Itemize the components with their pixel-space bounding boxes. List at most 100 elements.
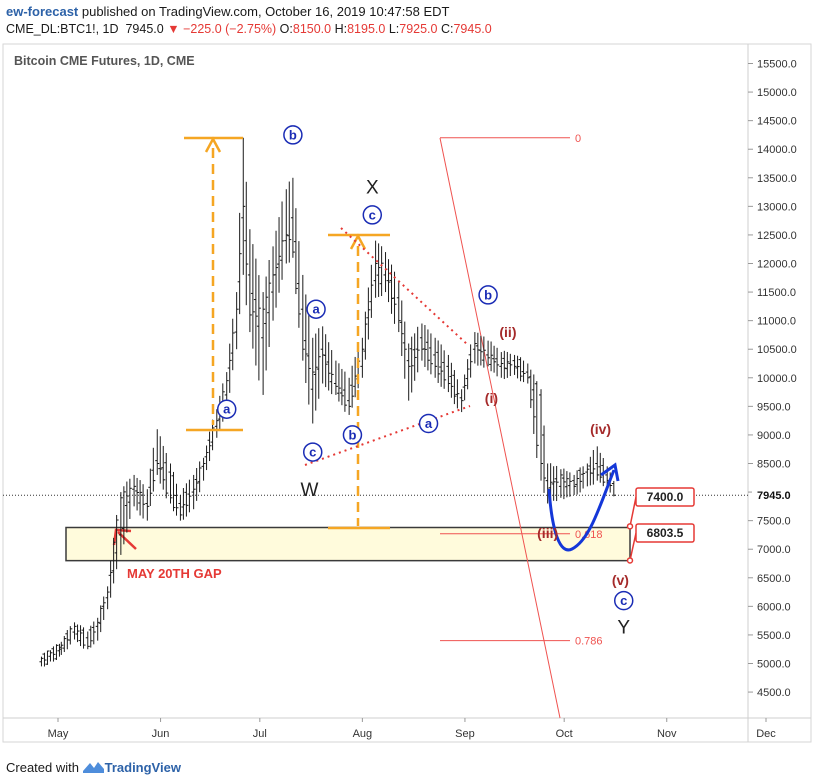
time-tick-label: Sep xyxy=(455,728,475,740)
ohlc-high-key: H: xyxy=(334,22,348,36)
ohlc-low-key: L: xyxy=(388,22,400,36)
ohlc-bar xyxy=(433,337,438,378)
key-level-badge[interactable] xyxy=(635,523,695,543)
ohlc-bar xyxy=(164,452,169,499)
ohlc-bar xyxy=(369,264,374,318)
ohlc-bar xyxy=(399,300,404,357)
ohlc-bar xyxy=(468,344,473,378)
ohlc-bar xyxy=(88,625,93,648)
ohlc-bar xyxy=(492,345,497,373)
ohlc-bar xyxy=(244,181,249,306)
ohlc-bar xyxy=(68,626,73,645)
time-axis[interactable]: May Jun Jul Aug Sep Oct Nov Dec xyxy=(48,718,777,740)
chart-title: Bitcoin CME Futures, 1D, CME xyxy=(14,54,195,68)
symbol-info: CME_DL:BTC1!, 1D 7945.0 ▼ −225.0 (−2.75%… xyxy=(6,22,492,36)
ohlc-bar xyxy=(303,294,308,384)
ohlc-bar xyxy=(373,240,378,298)
wave-circle xyxy=(478,285,498,305)
ohlc-bar xyxy=(499,352,504,378)
ohlc-bar xyxy=(528,369,533,409)
wave-label: (iii) xyxy=(537,525,558,541)
ohlc-bar xyxy=(465,359,470,390)
ohlc-bar xyxy=(78,625,83,647)
ohlc-bar xyxy=(168,463,173,504)
ohlc-bar xyxy=(578,467,583,493)
price-tick-label: 11500.0 xyxy=(757,287,796,299)
ohlc-bar xyxy=(39,656,44,667)
ohlc-bar xyxy=(551,466,556,501)
ohlc-bar xyxy=(575,470,580,495)
gap-arrow-head-icon xyxy=(112,528,132,546)
ohlc-bar xyxy=(145,489,150,521)
ohlc-bar xyxy=(62,635,67,653)
ohlc-bar xyxy=(329,350,334,395)
ohlc-bar xyxy=(261,292,266,395)
wave-label: b xyxy=(348,427,356,442)
ohlc-bar xyxy=(267,259,272,348)
ohlc-bar xyxy=(442,350,447,389)
last-price: 7945.0 xyxy=(125,22,164,36)
ohlc-bar xyxy=(591,450,596,485)
ohlc-bar xyxy=(472,332,477,364)
ohlc-bar xyxy=(300,274,305,361)
wave-circle xyxy=(283,125,303,145)
ohlc-bar xyxy=(101,596,106,620)
ohlc-bar xyxy=(425,329,430,371)
ohlc-bar xyxy=(95,617,100,641)
tradingview-brand[interactable]: TradingView xyxy=(104,760,181,775)
key-levels[interactable]: 7400.0 6803.5 xyxy=(626,487,695,564)
price-tick-label: 11000.0 xyxy=(757,316,796,328)
wave-label: c xyxy=(309,445,316,460)
wave-circle xyxy=(342,425,363,445)
fib-extension: 0 0.618 0.786 xyxy=(439,133,603,719)
price-axis[interactable]: 4500.0 5000.0 5500.0 6000.0 6500.0 7000.0 7500… xyxy=(748,59,797,700)
ohlc-bar xyxy=(132,474,137,507)
wave-label: c xyxy=(369,207,376,222)
ohlc-bar xyxy=(333,360,338,395)
ohlc-bar xyxy=(187,479,192,513)
price-tick-label: 5500.0 xyxy=(757,630,791,642)
ohlc-bar xyxy=(158,436,163,484)
price-tick-label: 6000.0 xyxy=(757,601,791,613)
ohlc-bar xyxy=(518,357,523,382)
publisher-name[interactable]: ew-forecast xyxy=(6,4,79,19)
ohlc-bar xyxy=(310,337,315,424)
down-arrow-icon: ▼ xyxy=(167,22,180,36)
ohlc-bar xyxy=(118,492,123,555)
ohlc-bar xyxy=(296,241,301,328)
ohlc-bar xyxy=(105,586,110,610)
price-tick-label: 14500.0 xyxy=(757,116,797,128)
wave-circle xyxy=(306,299,326,319)
tradingview-logo-icon[interactable] xyxy=(82,760,105,777)
ohlc-bar xyxy=(392,271,397,324)
ohlc-bar xyxy=(264,276,269,371)
created-with-text: Created with xyxy=(6,760,79,775)
ohlc-bar xyxy=(171,471,176,512)
ohlc-bar xyxy=(284,189,289,264)
ohlc-bar xyxy=(108,560,113,598)
ohlc-bar xyxy=(271,246,276,321)
time-tick-label: May xyxy=(48,728,69,740)
ohlc-low-value: 7925.0 xyxy=(399,22,438,36)
ohlc-bar xyxy=(353,356,358,398)
fib-level-label: 0.618 xyxy=(575,529,603,541)
wave-label: Y xyxy=(617,617,630,638)
ohlc-bar xyxy=(415,326,420,373)
key-level-badge[interactable] xyxy=(635,487,695,507)
ohlc-bar xyxy=(81,627,86,649)
ohlc-bar xyxy=(148,468,153,506)
ohlc-bar xyxy=(554,465,559,502)
ohlc-bar xyxy=(489,341,494,372)
ohlc-bar xyxy=(253,258,258,366)
ohlc-bar xyxy=(452,370,457,405)
ohlc-close-value: 7945.0 xyxy=(453,22,492,36)
key-level-label: 6803.5 xyxy=(647,526,684,540)
price-tick-label: 9500.0 xyxy=(757,401,791,413)
price-tick-label: 14000.0 xyxy=(757,144,797,156)
last-price-label: 7945.0 xyxy=(757,490,791,502)
ohlc-bar xyxy=(293,208,298,295)
wave-structure-lines xyxy=(184,136,471,530)
ohlc-open-value: 8150.0 xyxy=(292,22,332,36)
ohlc-bar xyxy=(45,650,50,665)
